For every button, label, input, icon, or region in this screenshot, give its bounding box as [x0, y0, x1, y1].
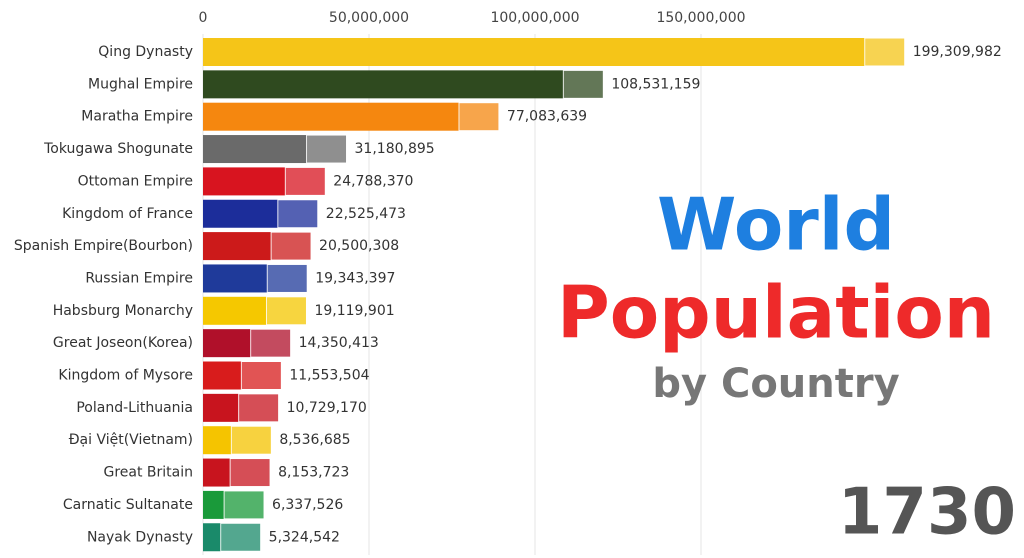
value-label: 20,500,308 — [319, 238, 399, 254]
bar — [203, 523, 221, 552]
value-label: 108,531,159 — [611, 76, 700, 92]
bar — [203, 458, 231, 487]
flag — [306, 134, 348, 164]
category-label: Nayak Dynasty — [87, 529, 193, 545]
category-label: Tokugawa Shogunate — [43, 141, 193, 157]
flag — [238, 393, 280, 423]
bar — [203, 232, 272, 261]
x-tick-label: 100,000,000 — [490, 10, 579, 26]
value-label: 24,788,370 — [333, 173, 413, 189]
value-label: 77,083,639 — [507, 109, 587, 125]
value-label: 22,525,473 — [326, 206, 406, 222]
bar — [203, 329, 251, 358]
flag — [284, 166, 326, 196]
value-label: 8,536,685 — [279, 432, 350, 448]
category-label: Ottoman Empire — [78, 173, 193, 189]
value-label: 5,324,542 — [269, 529, 340, 545]
category-label: Russian Empire — [85, 270, 193, 286]
value-label: 10,729,170 — [287, 400, 367, 416]
title-word: World — [657, 183, 895, 267]
category-label: Great Joseon(Korea) — [53, 335, 193, 351]
bar — [203, 167, 286, 196]
value-label: 14,350,413 — [299, 335, 379, 351]
category-label: Habsburg Monarchy — [53, 303, 193, 319]
category-label: Great Britain — [103, 465, 193, 481]
flag — [250, 328, 292, 358]
value-label: 199,309,982 — [913, 44, 1002, 60]
flag — [240, 361, 282, 390]
flag — [265, 296, 307, 326]
flag — [277, 199, 319, 229]
category-label: Poland-Lithuania — [76, 400, 193, 416]
bar — [203, 490, 225, 519]
title-word: Population — [557, 271, 995, 355]
bar — [203, 393, 239, 422]
flag — [562, 69, 604, 99]
value-label: 6,337,526 — [272, 497, 343, 513]
category-label: Mughal Empire — [88, 76, 193, 92]
flag — [864, 37, 906, 67]
flag — [230, 425, 272, 455]
bar — [203, 199, 278, 228]
bar — [203, 264, 268, 293]
year-label: 1730 — [838, 476, 1016, 550]
category-label: Đại Việt(Vietnam) — [69, 432, 193, 448]
flag — [229, 458, 271, 488]
x-tick-label: 150,000,000 — [656, 10, 745, 26]
category-label: Qing Dynasty — [98, 44, 193, 60]
category-label: Spanish Empire(Bourbon) — [14, 238, 193, 254]
flag — [270, 231, 312, 261]
flag — [223, 490, 265, 520]
plot: 0 50,000,000 100,000,000 150,000,000 Qing Dy… — [14, 10, 1002, 555]
category-label: Kingdom of Mysore — [58, 368, 193, 384]
bar — [203, 102, 459, 131]
bar — [203, 296, 267, 325]
value-label: 11,553,504 — [289, 368, 369, 384]
bar — [203, 135, 307, 164]
flag — [220, 522, 262, 552]
bar — [203, 38, 865, 66]
value-label: 31,180,895 — [355, 141, 435, 157]
category-label: Kingdom of France — [62, 206, 193, 222]
flag — [458, 102, 500, 132]
category-label: Carnatic Sultanate — [63, 497, 193, 513]
bar — [203, 361, 242, 390]
flag — [266, 263, 308, 293]
value-label: 8,153,723 — [278, 465, 349, 481]
bar — [203, 426, 232, 455]
subtitle: by Country — [652, 361, 899, 407]
category-label: Maratha Empire — [81, 109, 193, 125]
bar — [203, 70, 564, 99]
value-label: 19,343,397 — [315, 270, 395, 286]
x-tick-label: 50,000,000 — [329, 10, 409, 26]
x-tick-label: 0 — [199, 10, 208, 26]
value-label: 19,119,901 — [314, 303, 394, 319]
